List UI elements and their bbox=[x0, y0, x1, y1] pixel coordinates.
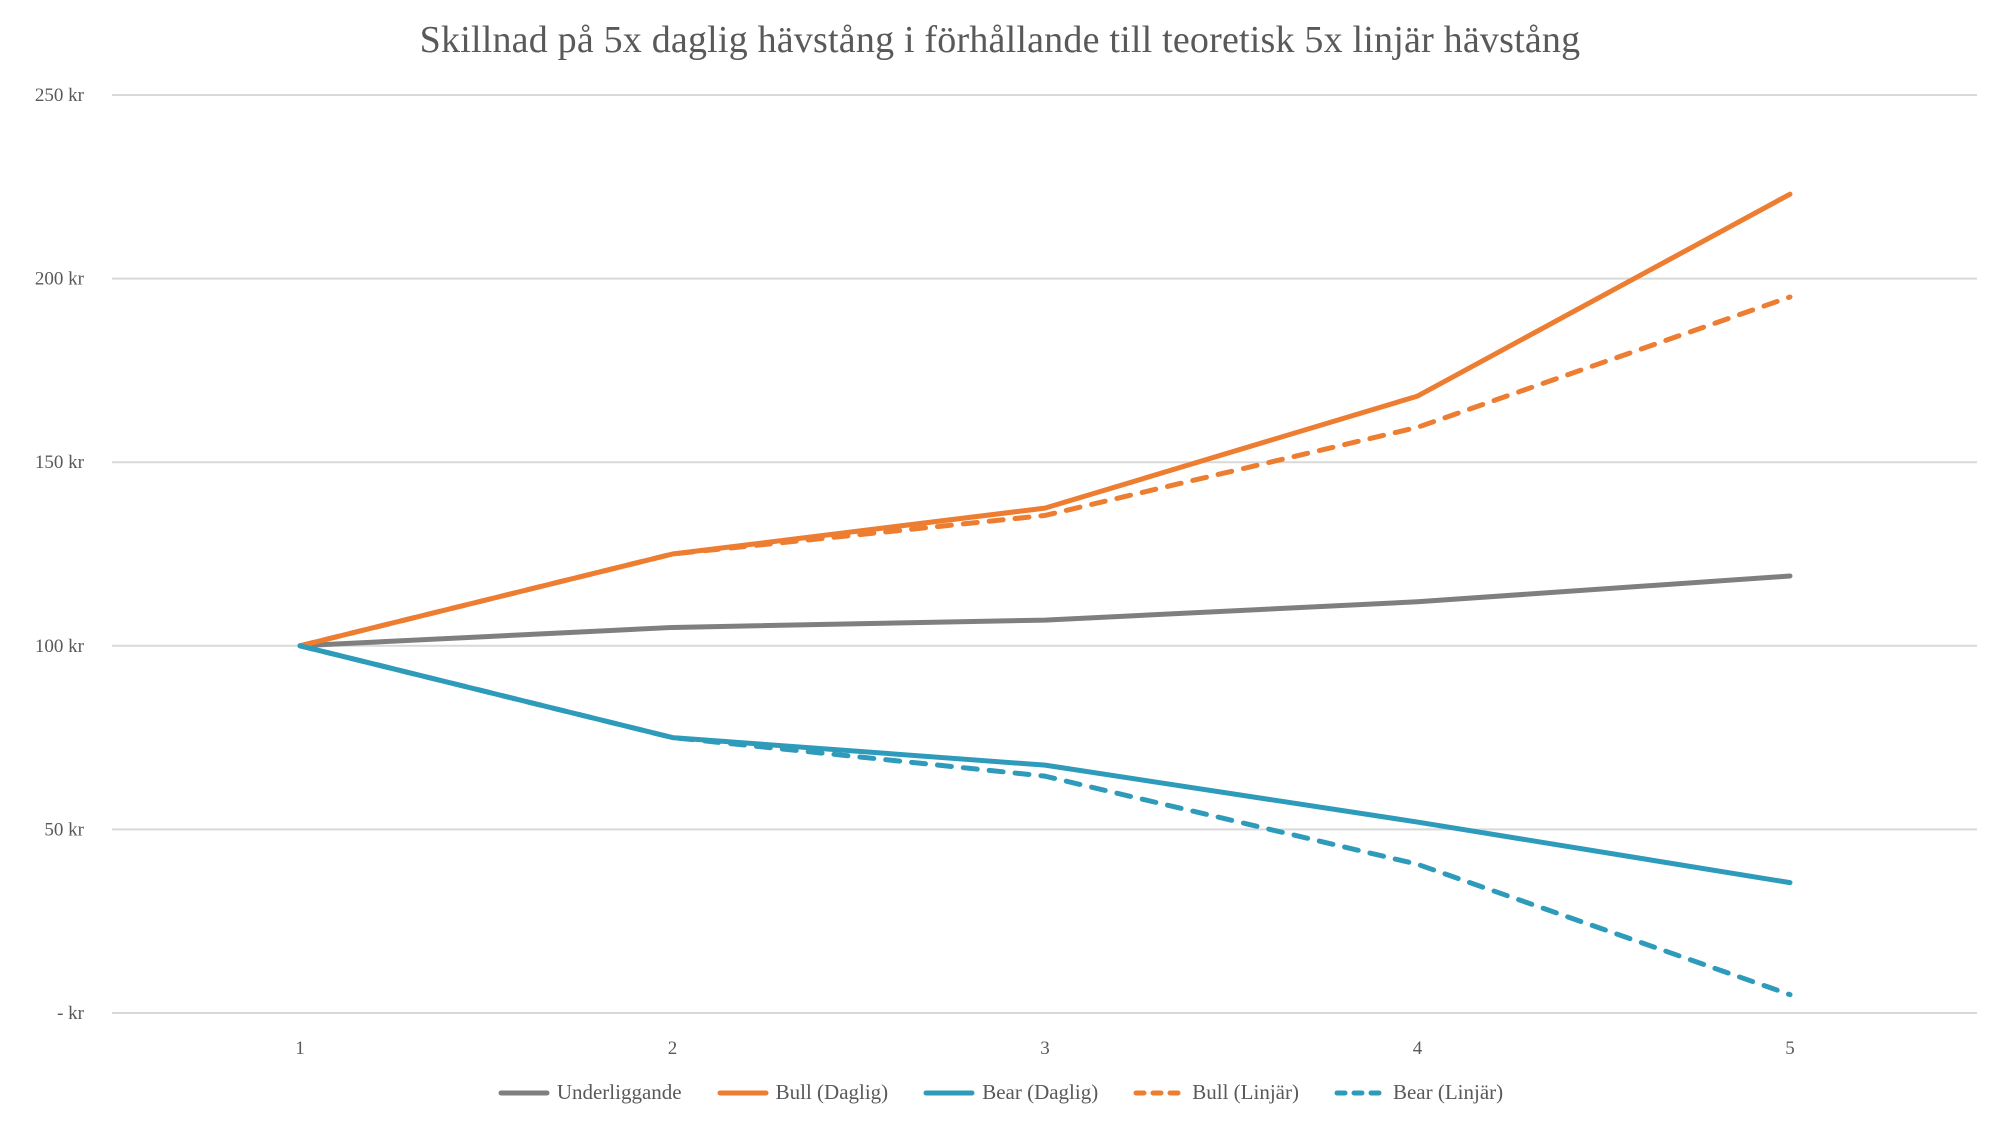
series-line-bull-daglig bbox=[297, 191, 1793, 649]
legend-item: Bull (Daglig) bbox=[716, 1080, 889, 1105]
x-tick-label: 3 bbox=[1040, 1038, 1050, 1059]
legend-item: Bull (Linjär) bbox=[1132, 1080, 1299, 1105]
x-tick-label: 5 bbox=[1785, 1038, 1795, 1059]
series-line-underliggande bbox=[297, 573, 1793, 649]
legend-item: Underliggande bbox=[497, 1080, 682, 1105]
legend-label: Underliggande bbox=[556, 1080, 682, 1104]
legend-item: Bear (Daglig) bbox=[922, 1080, 1098, 1105]
legend-swatch bbox=[498, 1090, 550, 1095]
legend-label: Bear (Daglig) bbox=[982, 1080, 1099, 1104]
y-tick-label: 200 kr bbox=[35, 269, 85, 290]
y-tick-label: 150 kr bbox=[35, 452, 85, 473]
series-line-bear-linjär bbox=[297, 643, 1793, 998]
legend-swatch bbox=[1334, 1090, 1386, 1095]
y-tick-label: 250 kr bbox=[35, 85, 85, 106]
legend-item: Bear (Linjär) bbox=[1333, 1080, 1503, 1105]
series-lines bbox=[297, 191, 1793, 998]
legend-label: Bull (Daglig) bbox=[775, 1080, 889, 1104]
gridlines bbox=[112, 94, 1977, 1014]
legend-label: Bull (Linjär) bbox=[1192, 1080, 1299, 1104]
series-line-bear-daglig bbox=[297, 643, 1793, 886]
y-tick-label: 50 kr bbox=[44, 819, 84, 840]
y-tick-label: 100 kr bbox=[35, 636, 85, 657]
legend-swatch bbox=[717, 1090, 769, 1095]
legend-label: Bear (Linjär) bbox=[1392, 1080, 1504, 1104]
legend-swatch bbox=[923, 1090, 975, 1095]
series-line-bull-linjär bbox=[297, 294, 1793, 649]
legend-swatch bbox=[1133, 1090, 1185, 1095]
x-tick-label: 1 bbox=[295, 1038, 305, 1059]
y-axis-tick-labels: - kr 50 kr 100 kr 150 kr 200 kr 250 kr bbox=[35, 85, 85, 1024]
chart-title: Skillnad på 5x daglig hävstång i förhåll… bbox=[419, 19, 1581, 61]
plot-area: - kr 50 kr 100 kr 150 kr 200 kr 250 kr 1 2 3 4 5 bbox=[35, 85, 1977, 1059]
legend: Underliggande Bull (Daglig) Bear (Daglig) B… bbox=[0, 1080, 2000, 1105]
x-tick-label: 4 bbox=[1413, 1038, 1423, 1059]
y-tick-label: - kr bbox=[57, 1003, 85, 1024]
x-tick-label: 2 bbox=[668, 1038, 678, 1059]
x-axis-tick-labels: 1 2 3 4 5 bbox=[295, 1038, 1795, 1059]
